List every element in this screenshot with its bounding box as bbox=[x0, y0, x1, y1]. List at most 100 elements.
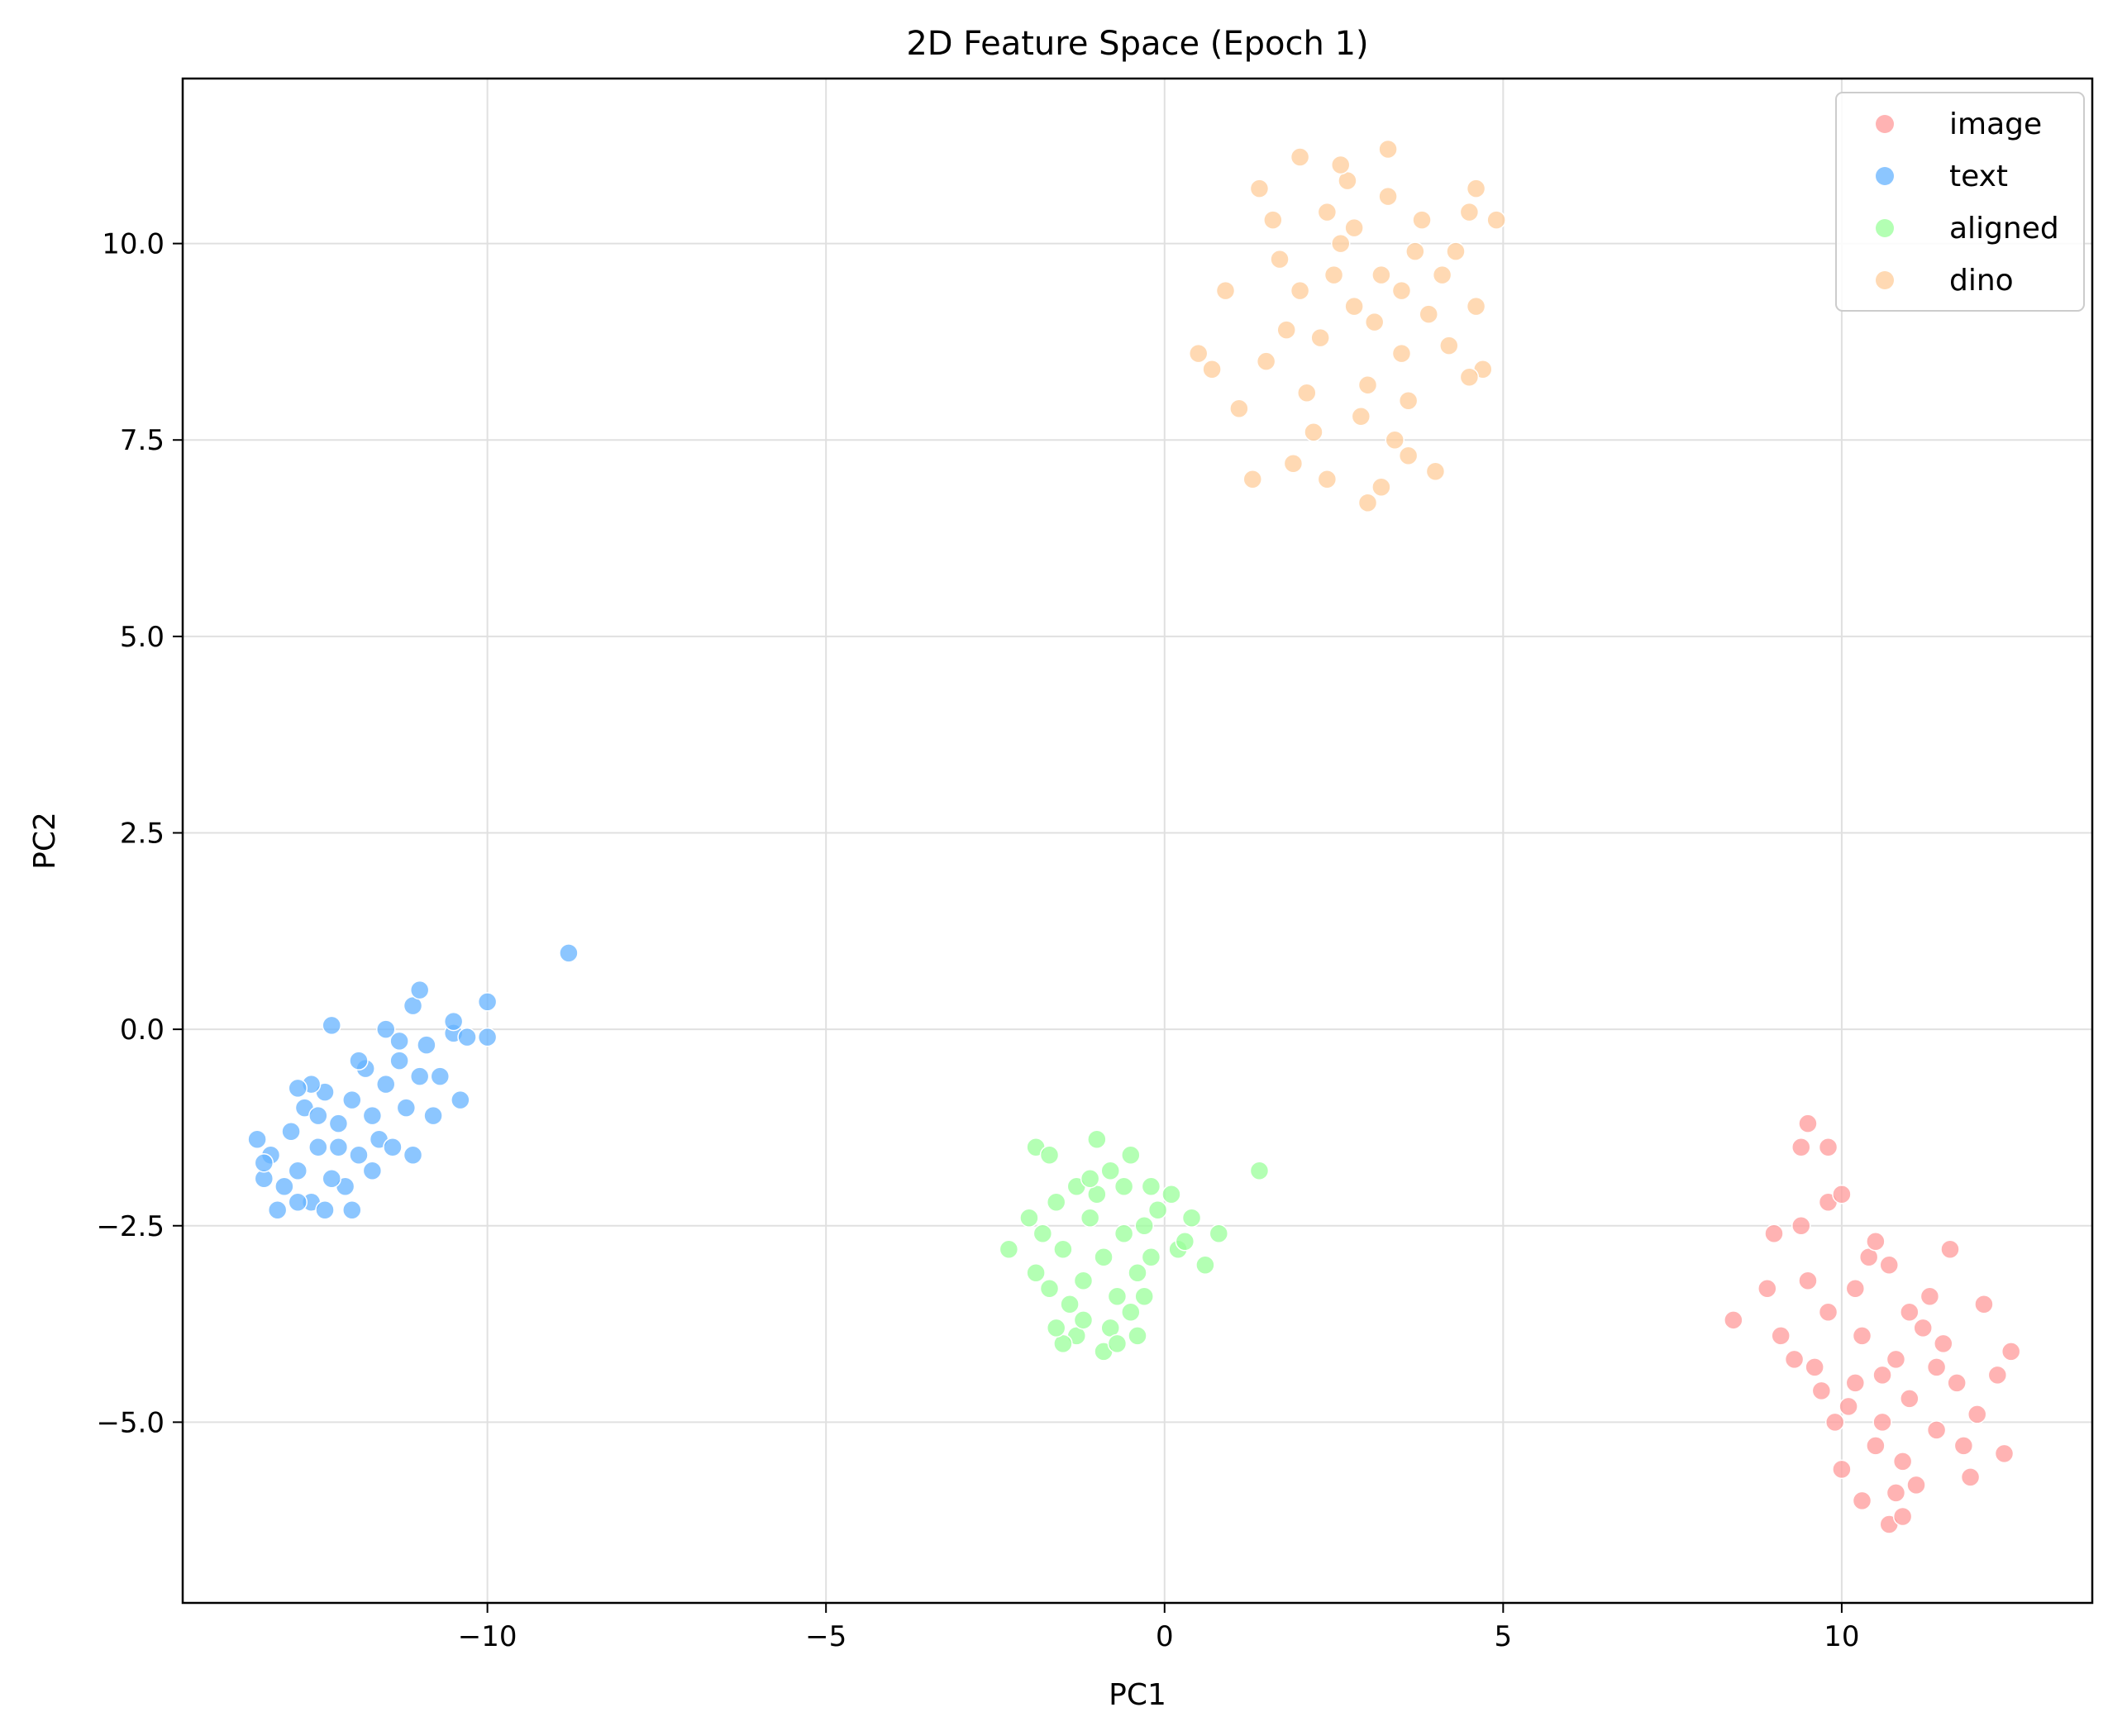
legend-label-image: image bbox=[1949, 107, 2042, 141]
image-point bbox=[1953, 1436, 1974, 1456]
image-point bbox=[1784, 1349, 1805, 1370]
dino-point bbox=[1425, 461, 1446, 482]
image-point bbox=[1791, 1137, 1811, 1157]
aligned-point bbox=[1161, 1184, 1181, 1204]
dino-point bbox=[1242, 470, 1263, 489]
image-point bbox=[1832, 1184, 1852, 1204]
dino-point bbox=[1344, 296, 1364, 317]
legend-marker-aligned bbox=[1876, 219, 1894, 237]
text-point bbox=[477, 992, 498, 1012]
image-point bbox=[1967, 1405, 1987, 1424]
dino-point bbox=[1419, 304, 1438, 324]
dino-point bbox=[1283, 454, 1304, 474]
legend-marker-image bbox=[1876, 115, 1894, 133]
dino-point bbox=[1256, 351, 1276, 371]
dino-point bbox=[1459, 202, 1480, 222]
dino-point bbox=[1344, 217, 1364, 238]
legend-box bbox=[1835, 92, 2085, 312]
text-point bbox=[349, 1145, 369, 1165]
image-point bbox=[1866, 1436, 1886, 1456]
dino-point bbox=[1263, 210, 1283, 230]
dino-point bbox=[1405, 241, 1425, 261]
image-point bbox=[1791, 1216, 1811, 1236]
dino-point bbox=[1229, 398, 1249, 418]
aligned-point bbox=[1134, 1286, 1154, 1307]
dino-point bbox=[1357, 374, 1378, 395]
dino-point bbox=[1378, 186, 1398, 207]
aligned-point bbox=[1141, 1176, 1161, 1196]
dino-point bbox=[1290, 147, 1310, 167]
aligned-point bbox=[1053, 1239, 1073, 1260]
dino-point bbox=[1459, 367, 1480, 387]
image-point bbox=[1879, 1255, 1900, 1276]
aligned-point bbox=[1249, 1161, 1270, 1180]
aligned-point bbox=[1114, 1176, 1134, 1196]
text-point bbox=[383, 1137, 403, 1157]
dino-point bbox=[1371, 265, 1391, 285]
y-tick-label: 5.0 bbox=[120, 621, 165, 654]
legend-label-dino: dino bbox=[1949, 264, 2014, 298]
text-point bbox=[342, 1090, 362, 1110]
text-point bbox=[403, 1145, 423, 1165]
text-point bbox=[375, 1019, 396, 1039]
image-point bbox=[1852, 1326, 1872, 1346]
legend-marker-text bbox=[1876, 167, 1894, 185]
dino-point bbox=[1432, 265, 1452, 285]
dino-point bbox=[1202, 359, 1222, 379]
image-point bbox=[1818, 1302, 1838, 1323]
dino-point bbox=[1270, 249, 1290, 269]
image-point bbox=[1892, 1452, 1913, 1471]
image-point bbox=[1892, 1506, 1913, 1527]
chart-title: 2D Feature Space (Epoch 1) bbox=[906, 25, 1368, 63]
dino-point bbox=[1304, 422, 1323, 442]
dino-point bbox=[1398, 390, 1419, 411]
dino-point bbox=[1378, 139, 1398, 160]
image-point bbox=[1960, 1467, 1981, 1487]
image-point bbox=[1757, 1279, 1777, 1299]
image-point bbox=[1866, 1232, 1886, 1252]
image-point bbox=[1920, 1286, 1940, 1307]
text-point bbox=[430, 1066, 451, 1086]
text-point bbox=[342, 1199, 362, 1220]
text-point bbox=[288, 1192, 308, 1212]
image-point bbox=[1987, 1365, 2008, 1385]
aligned-point bbox=[1141, 1247, 1161, 1267]
aligned-point bbox=[1107, 1286, 1128, 1307]
image-point bbox=[1852, 1490, 1872, 1511]
text-point bbox=[396, 1098, 417, 1118]
text-point bbox=[362, 1105, 383, 1126]
aligned-point bbox=[1107, 1333, 1128, 1354]
aligned-point bbox=[1080, 1168, 1100, 1189]
image-point bbox=[1926, 1357, 1947, 1377]
aligned-point bbox=[1033, 1223, 1053, 1244]
x-axis-label: PC1 bbox=[1109, 1678, 1166, 1712]
text-point bbox=[451, 1090, 470, 1110]
aligned-point bbox=[1080, 1208, 1100, 1228]
y-tick-label: 7.5 bbox=[120, 424, 165, 457]
image-point bbox=[1838, 1396, 1858, 1417]
text-point bbox=[288, 1078, 308, 1099]
text-point bbox=[477, 1027, 498, 1047]
grid bbox=[183, 79, 2092, 1603]
aligned-point bbox=[1181, 1208, 1202, 1228]
text-point bbox=[247, 1129, 267, 1149]
y-tick-label: 10.0 bbox=[102, 228, 165, 261]
text-point bbox=[328, 1137, 349, 1157]
text-point bbox=[281, 1121, 301, 1142]
dino-point bbox=[1351, 406, 1371, 427]
dino-point bbox=[1412, 210, 1432, 230]
y-tick-label: 2.5 bbox=[120, 817, 165, 850]
text-point bbox=[443, 1011, 464, 1032]
text-point bbox=[274, 1176, 294, 1196]
x-tick-label: 5 bbox=[1495, 1620, 1513, 1653]
text-point bbox=[315, 1199, 335, 1220]
aligned-point bbox=[1039, 1145, 1060, 1165]
image-point bbox=[1900, 1302, 1920, 1323]
image-point bbox=[1845, 1373, 1866, 1393]
image-point bbox=[1940, 1239, 1960, 1260]
text-point bbox=[417, 1035, 436, 1055]
y-tick-label: −5.0 bbox=[96, 1406, 165, 1439]
aligned-point bbox=[1087, 1129, 1107, 1149]
dino-point bbox=[1330, 155, 1351, 175]
